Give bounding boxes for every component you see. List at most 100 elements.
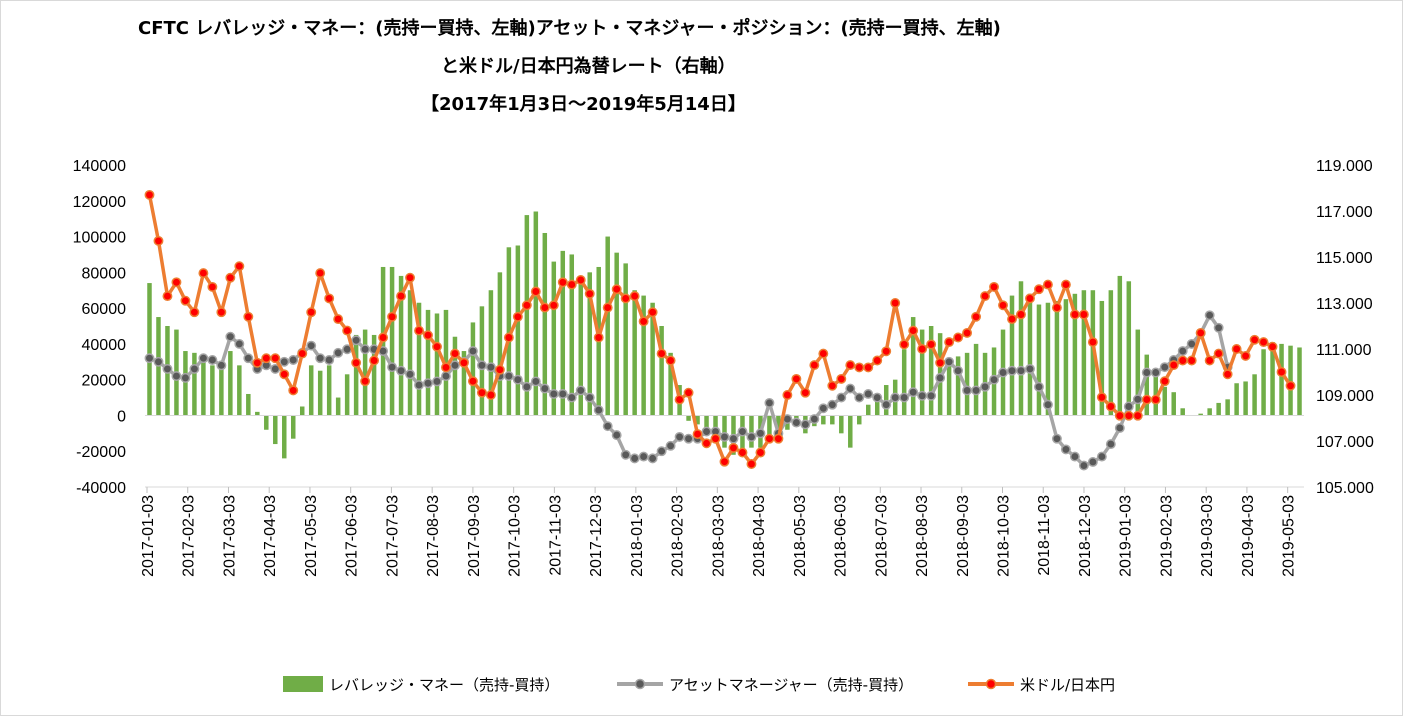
asset-manager-point: [1204, 310, 1215, 321]
leverage-money-bar: [210, 365, 215, 416]
legend-bar-label: レバレッジ・マネー（売持-買持）: [329, 675, 560, 694]
y-left-tick-label: 60000: [82, 301, 127, 318]
x-tick-label: 2017-06-03: [344, 495, 361, 577]
leverage-money-bar: [282, 415, 287, 459]
x-tick-label: 2018-10-03: [996, 495, 1013, 577]
usdjpy-point: [1231, 344, 1242, 354]
usdjpy-point: [1222, 369, 1233, 380]
x-tick-label: 2018-02-03: [670, 495, 687, 577]
usdjpy-point: [683, 387, 694, 398]
leverage-money-bar: [605, 236, 610, 416]
leverage-money-bar: [1081, 290, 1087, 416]
usdjpy-point: [1195, 327, 1206, 338]
usdjpy-point: [953, 332, 964, 343]
asset-manager-point: [1078, 460, 1089, 471]
leverage-money-bar: [353, 334, 359, 416]
leverage-money-bar: [1198, 413, 1203, 416]
asset-manager-point: [998, 367, 1008, 378]
asset-manager-point: [1114, 423, 1125, 433]
asset-manager-point: [1096, 451, 1107, 462]
usdjpy-point: [629, 291, 640, 302]
usdjpy-point: [1105, 401, 1116, 412]
usdjpy-point: [360, 376, 371, 387]
usdjpy-point: [333, 314, 344, 325]
usdjpy-point: [1258, 337, 1269, 348]
asset-manager-point: [836, 392, 847, 403]
asset-manager-point: [467, 346, 478, 356]
usdjpy-point: [809, 360, 820, 371]
y-right-tick-label: 109.000: [1316, 388, 1374, 405]
usdjpy-point: [1267, 341, 1278, 352]
usdjpy-point: [1042, 279, 1053, 290]
usdjpy-point: [800, 387, 811, 398]
usdjpy-point: [926, 339, 937, 350]
usdjpy-point: [494, 364, 505, 375]
usdjpy-point: [387, 311, 398, 322]
asset-manager-point: [521, 381, 532, 392]
leverage-money-bar: [434, 313, 440, 416]
leverage-money-bar: [632, 290, 637, 416]
asset-manager-point: [557, 389, 568, 399]
asset-manager-point: [539, 383, 550, 394]
leverage-money-bar: [866, 404, 871, 416]
usdjpy-point: [791, 373, 802, 384]
usdjpy-point: [701, 438, 712, 449]
asset-manager-point: [485, 362, 496, 373]
usdjpy-point: [674, 394, 685, 405]
leverage-money-bar: [1072, 293, 1078, 416]
y-right-tick-label: 107.000: [1316, 434, 1374, 451]
usdjpy-point: [1132, 410, 1143, 421]
usdjpy-point: [1285, 380, 1296, 391]
usdjpy-point: [180, 295, 191, 306]
leverage-money-bar: [623, 263, 628, 416]
asset-manager-point: [719, 431, 730, 442]
asset-manager-point: [171, 371, 182, 382]
asset-manager-point: [1150, 367, 1161, 378]
x-tick-label: 2017-11-03: [547, 495, 564, 576]
usdjpy-point: [396, 291, 407, 302]
asset-manager-point: [432, 376, 442, 387]
x-tick-label: 2019-04-03: [1240, 495, 1257, 577]
usdjpy-point: [746, 459, 757, 469]
asset-manager-point: [593, 405, 604, 416]
asset-manager-point: [989, 374, 999, 385]
leverage-money-bar: [695, 415, 700, 425]
usdjpy-point: [1114, 410, 1125, 421]
asset-manager-point: [476, 360, 487, 371]
usdjpy-point: [207, 281, 218, 292]
x-tick-label: 2017-04-03: [262, 495, 279, 577]
asset-manager-point: [656, 446, 667, 457]
asset-manager-point: [279, 356, 290, 367]
usdjpy-point: [584, 288, 595, 299]
asset-manager-point: [980, 381, 991, 392]
usdjpy-point: [467, 376, 478, 387]
usdjpy-point: [1159, 376, 1170, 387]
usdjpy-point: [827, 380, 838, 391]
usdjpy-point: [971, 311, 982, 322]
asset-manager-point: [162, 363, 173, 374]
usdjpy-point: [1007, 314, 1017, 325]
x-tick-label: 2017-03-03: [221, 495, 238, 577]
leverage-money-bar: [749, 415, 754, 448]
usdjpy-point: [539, 302, 550, 313]
leverage-money-bar: [371, 334, 377, 416]
y-left-tick-label: 120000: [73, 194, 126, 211]
leverage-money-bar: [524, 215, 530, 416]
usdjpy-point: [1034, 284, 1044, 295]
usdjpy-point: [548, 300, 559, 311]
asset-manager-point: [198, 353, 209, 364]
usdjpy-point: [315, 268, 326, 279]
asset-manager-point: [611, 430, 622, 441]
y-left-tick-label: 140000: [73, 158, 126, 175]
usdjpy-point: [162, 291, 173, 302]
x-tick-label: 2017-10-03: [507, 495, 524, 577]
asset-manager-point: [153, 356, 164, 367]
leverage-money-bar: [776, 415, 781, 434]
asset-manager-point: [908, 387, 919, 398]
x-tick-label: 2018-07-03: [873, 495, 890, 577]
usdjpy-point: [270, 353, 281, 364]
x-tick-label: 2018-03-03: [710, 495, 727, 577]
usdjpy-point: [962, 327, 973, 338]
y-left-tick-label: -20000: [76, 444, 126, 461]
leverage-money-bar: [1234, 383, 1239, 416]
